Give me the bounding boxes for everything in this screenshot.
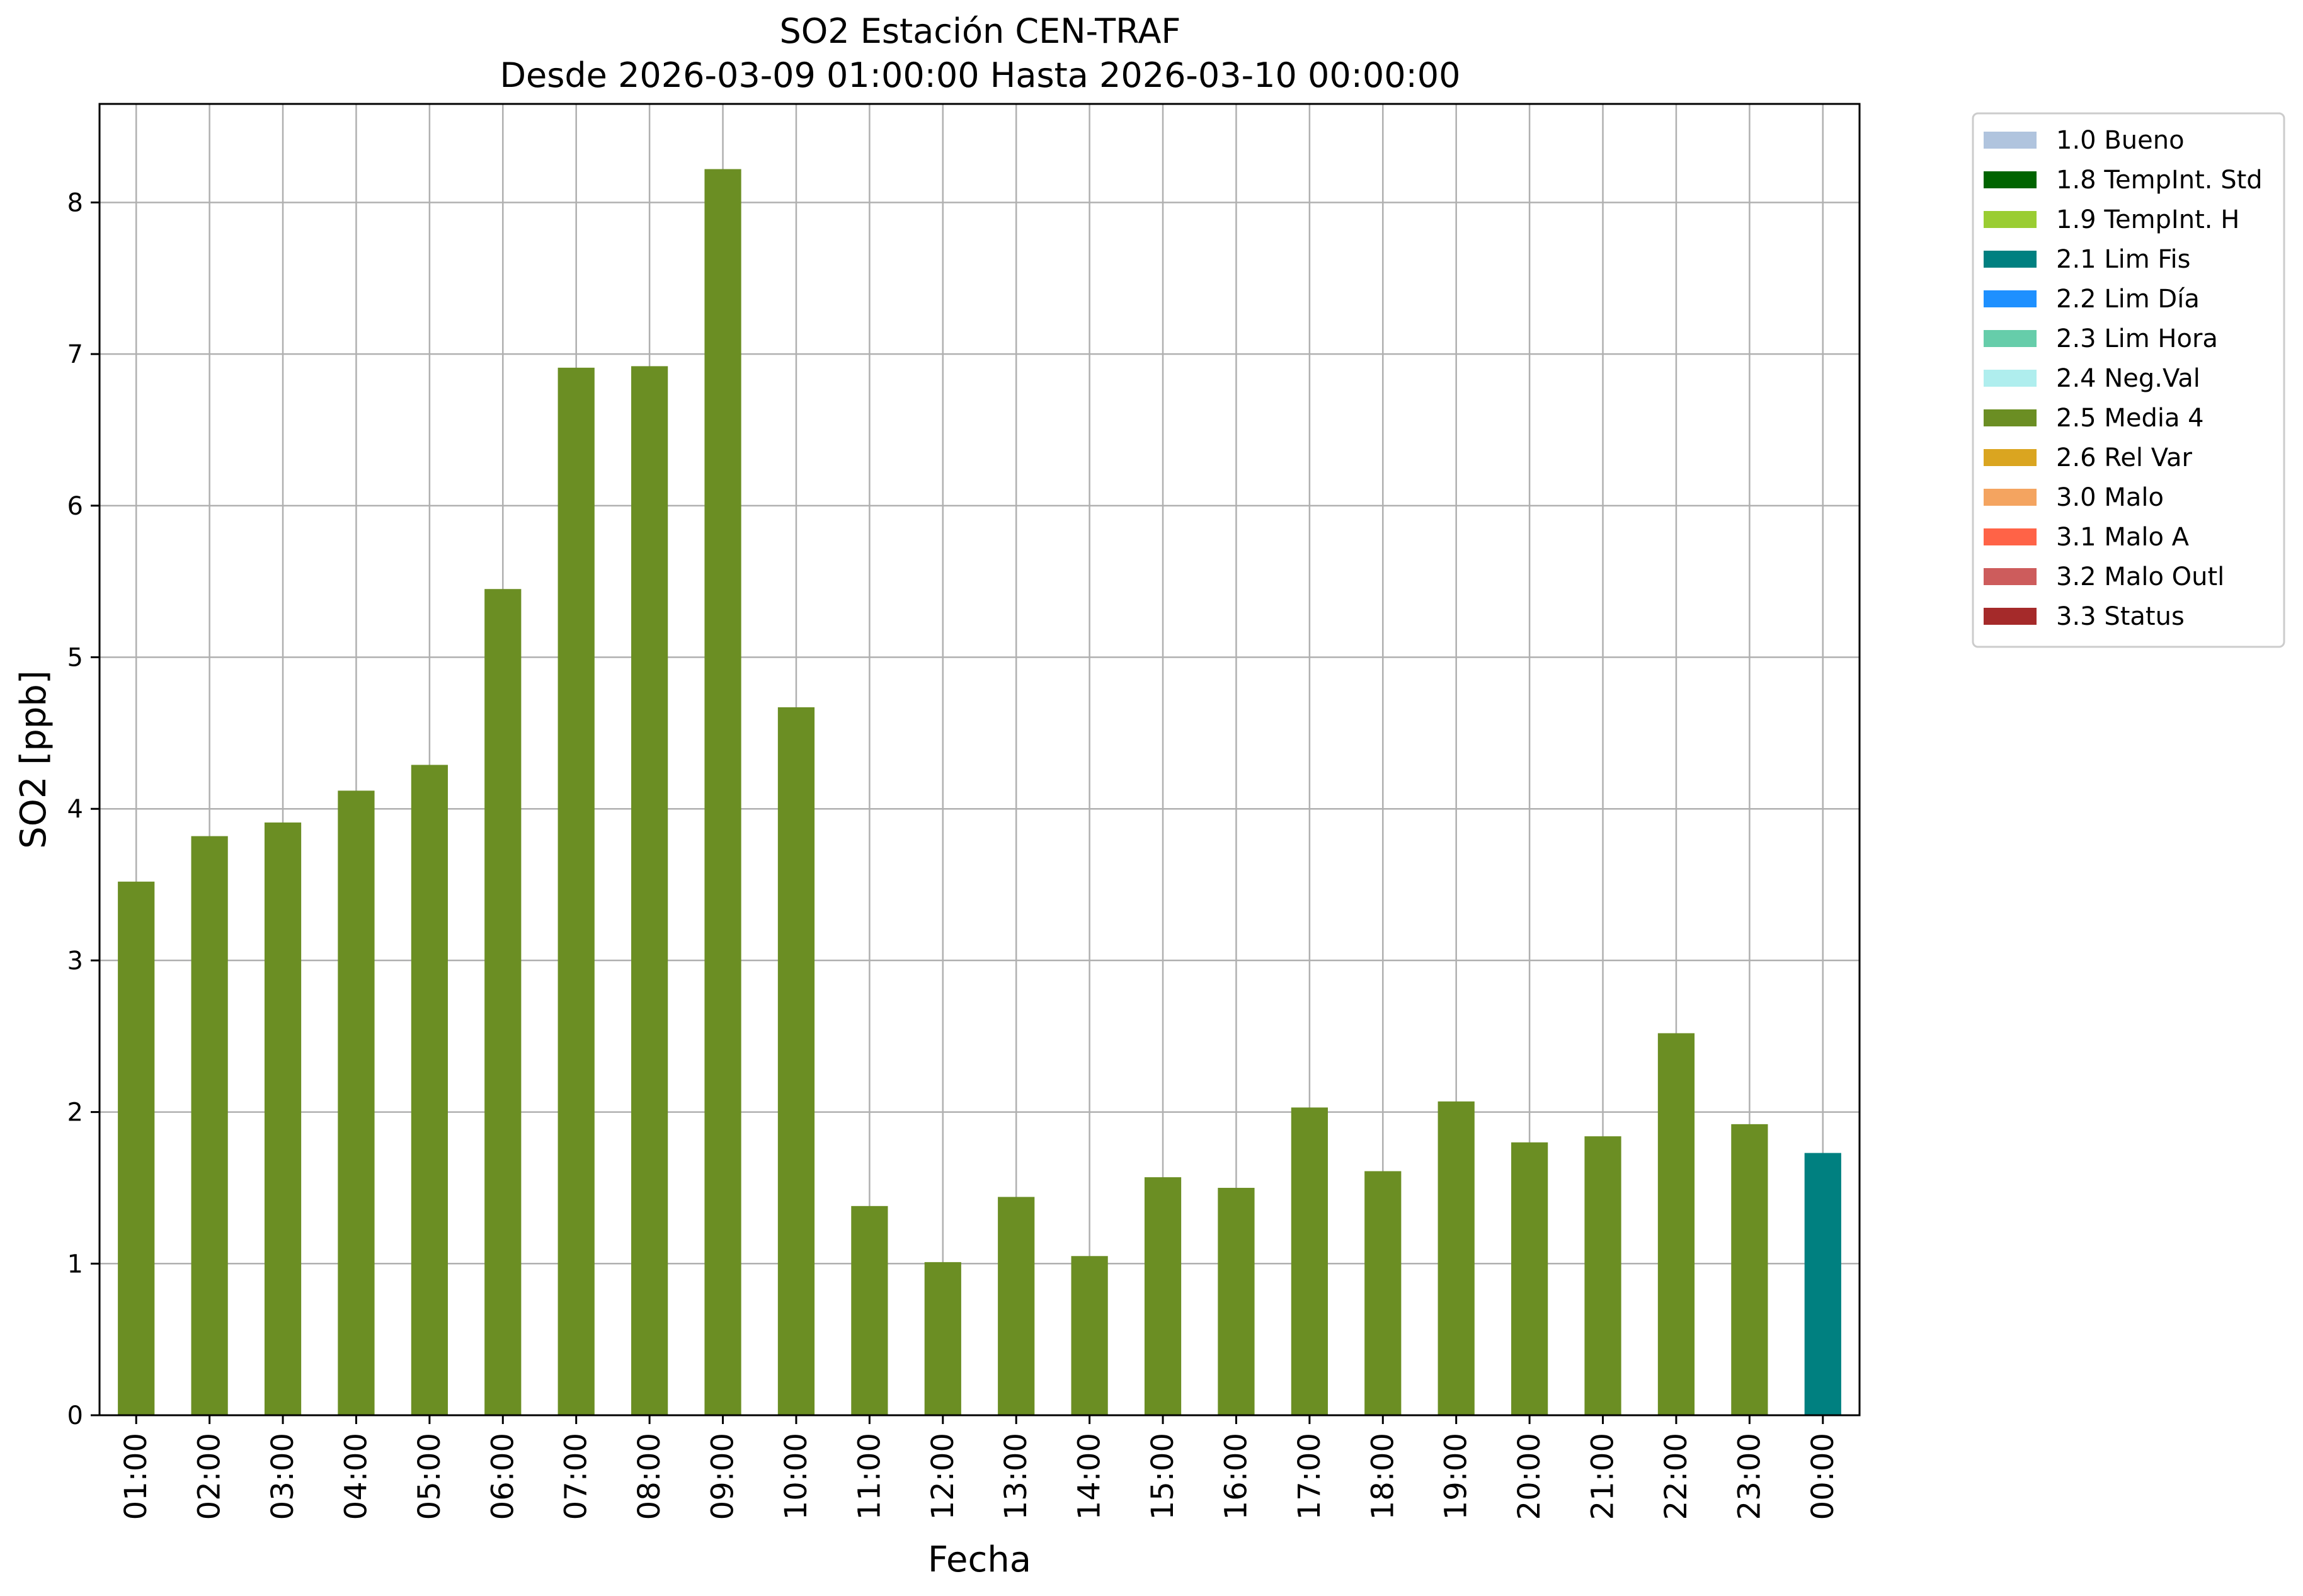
bar-1500	[1144, 1177, 1182, 1415]
legend-label-6: 2.4 Neg.Val	[2056, 364, 2200, 393]
chart-subtitle: Desde 2026-03-09 01:00:00 Hasta 2026-03-…	[500, 55, 1460, 95]
x-tick-label-20: 21:00	[1586, 1433, 1621, 1520]
bar-2200	[1657, 1033, 1695, 1415]
legend: 1.0 Bueno 1.8 TempInt. Std 1.9 TempInt. H 2…	[1972, 112, 2285, 648]
y-tick-label-8: 8	[67, 188, 83, 217]
legend-swatch-8	[1984, 449, 2037, 466]
bar-1900	[1437, 1101, 1475, 1415]
plot-frame	[98, 103, 1861, 1416]
legend-label-4: 2.2 Lim Día	[2056, 285, 2200, 314]
legend-label-10: 3.1 Malo A	[2056, 523, 2190, 552]
x-tick-label-7: 08:00	[632, 1433, 667, 1520]
x-tick-label-0: 01:00	[118, 1433, 154, 1520]
legend-label-9: 3.0 Malo	[2056, 483, 2164, 512]
x-tick-label-15: 16:00	[1218, 1433, 1254, 1520]
legend-label-3: 2.1 Lim Fis	[2056, 245, 2190, 274]
bar-0100	[118, 881, 155, 1415]
x-tick-label-10: 11:00	[852, 1433, 887, 1520]
x-tick-label-1: 02:00	[192, 1433, 227, 1520]
legend-swatch-1	[1984, 171, 2037, 188]
legend-label-8: 2.6 Rel Var	[2056, 443, 2193, 472]
y-tick-label-5: 5	[67, 644, 83, 673]
bar-1000	[777, 707, 815, 1415]
bar-2100	[1584, 1136, 1621, 1415]
legend-swatch-12	[1984, 608, 2037, 625]
legend-label-1: 1.8 TempInt. Std	[2056, 166, 2263, 195]
legend-swatch-7	[1984, 409, 2037, 426]
x-tick-label-22: 23:00	[1732, 1433, 1767, 1520]
bar-0700	[557, 367, 595, 1416]
y-tick-label-1: 1	[67, 1250, 83, 1279]
y-tick-label-7: 7	[67, 340, 83, 369]
x-tick-label-6: 07:00	[559, 1433, 594, 1520]
legend-label-12: 3.3 Status	[2056, 602, 2185, 631]
legend-label-5: 2.3 Lim Hora	[2056, 324, 2218, 353]
legend-label-11: 3.2 Malo Outl	[2056, 562, 2224, 591]
legend-swatch-6	[1984, 370, 2037, 387]
y-axis-label: SO2 [ppb]	[13, 670, 54, 848]
y-tick-label-3: 3	[67, 947, 83, 976]
y-axis: 0 1 2 3 4 5 6 7 8	[67, 188, 100, 1430]
x-tick-label-17: 18:00	[1365, 1433, 1400, 1520]
legend-swatch-9	[1984, 489, 2037, 506]
bar-0800	[631, 366, 668, 1415]
legend-swatch-3	[1984, 251, 2037, 268]
legend-swatch-5	[1984, 330, 2037, 347]
x-tick-label-8: 09:00	[706, 1433, 741, 1520]
chart-title: SO2 Estación CEN-TRAF	[779, 11, 1180, 51]
legend-label-7: 2.5 Media 4	[2056, 404, 2204, 433]
legend-swatch-10	[1984, 528, 2037, 545]
y-tick-label-4: 4	[67, 795, 83, 824]
bar-1200	[924, 1262, 961, 1415]
x-tick-label-16: 17:00	[1292, 1433, 1327, 1520]
x-tick-label-23: 00:00	[1805, 1433, 1841, 1520]
bar-0500	[411, 765, 448, 1415]
x-tick-label-13: 14:00	[1072, 1433, 1107, 1520]
x-axis: 01:00 02:00 03:00 04:00 05:00 06:00 07:00 08:00…	[118, 1415, 1841, 1520]
bar-1300	[998, 1197, 1035, 1415]
bar-0400	[338, 790, 375, 1415]
x-tick-label-14: 15:00	[1145, 1433, 1180, 1520]
legend-swatch-11	[1984, 568, 2037, 585]
x-tick-label-5: 06:00	[485, 1433, 520, 1520]
bar-1400	[1071, 1256, 1108, 1415]
x-tick-label-2: 03:00	[265, 1433, 300, 1520]
bar-0000	[1804, 1153, 1841, 1415]
bar-2000	[1511, 1142, 1548, 1415]
x-tick-label-4: 05:00	[412, 1433, 447, 1520]
x-tick-label-9: 10:00	[779, 1433, 814, 1520]
legend-label-2: 1.9 TempInt. H	[2056, 205, 2239, 234]
bar-0300	[264, 822, 302, 1415]
y-tick-label-6: 6	[67, 492, 83, 521]
bar-0200	[191, 836, 228, 1415]
bar-1600	[1218, 1187, 1255, 1415]
legend-swatch-0	[1984, 132, 2037, 149]
legend-label-0: 1.0 Bueno	[2056, 126, 2185, 155]
bars	[118, 169, 1841, 1416]
x-tick-label-11: 12:00	[925, 1433, 961, 1520]
bar-1100	[851, 1206, 888, 1415]
x-axis-label: Fecha	[928, 1539, 1031, 1580]
legend-box	[1972, 112, 2285, 648]
bar-0600	[484, 589, 522, 1415]
legend-swatch-2	[1984, 211, 2037, 228]
y-tick-label-0: 0	[67, 1401, 83, 1430]
legend-swatch-4	[1984, 290, 2037, 307]
x-tick-label-21: 22:00	[1659, 1433, 1694, 1520]
x-tick-label-18: 19:00	[1439, 1433, 1474, 1520]
bar-1800	[1364, 1171, 1402, 1415]
bar-2300	[1731, 1124, 1768, 1415]
x-tick-label-12: 13:00	[998, 1433, 1034, 1520]
bar-1700	[1291, 1107, 1328, 1415]
y-tick-label-2: 2	[67, 1098, 83, 1127]
x-tick-label-3: 04:00	[338, 1433, 374, 1520]
bar-0900	[704, 169, 741, 1415]
x-tick-label-19: 20:00	[1512, 1433, 1547, 1520]
